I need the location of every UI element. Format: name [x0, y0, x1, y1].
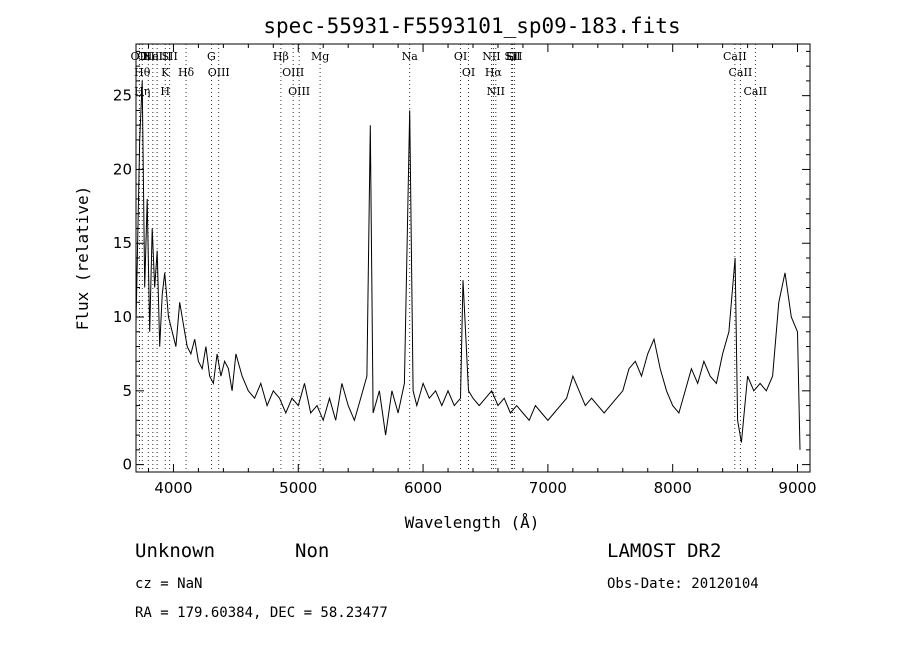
y-tick-label: 5 [122, 382, 132, 400]
axes: 4000 5000 6000 7000 8000 9000 0 5 10 15 20 25 [113, 43, 817, 497]
observation-date: Obs-Date: 20120104 [607, 576, 759, 592]
coordinates: RA = 179.60384, DEC = 58.23477 [135, 605, 388, 621]
line-marker-label: Na [402, 50, 419, 63]
line-marker-label: Li [506, 50, 517, 63]
x-tick-label: 7000 [529, 479, 567, 497]
line-marker-label: Hδ [178, 66, 195, 79]
line-marker-label: OIII [288, 85, 310, 98]
y-tick-label: 10 [113, 308, 132, 326]
x-tick-label: 8000 [654, 479, 692, 497]
line-marker-label: NeIII [143, 50, 172, 63]
spectrum-line [135, 80, 801, 450]
y-tick-label: 15 [113, 234, 132, 252]
line-marker-label: OIII [282, 66, 304, 79]
line-marker-label: CaII [723, 50, 747, 63]
y-tick-label: 25 [113, 87, 132, 105]
x-tick-label: 5000 [279, 479, 317, 497]
x-axis-label: Wavelength (Å) [405, 513, 540, 532]
plot-area [135, 80, 801, 450]
line-marker-label: CaII [729, 66, 753, 79]
line-marker-label: OII [131, 50, 149, 63]
line-marker-label: NII [487, 85, 505, 98]
line-marker-label: Hθ [134, 66, 151, 79]
line-marker-label: OI [454, 50, 467, 63]
line-marker-label: H [160, 85, 170, 98]
line-marker-label: SII [162, 50, 178, 63]
survey-name: LAMOST DR2 [607, 540, 722, 562]
line-marker-label: OI [462, 66, 475, 79]
plot-frame [135, 43, 811, 473]
line-marker-label: OIII [137, 50, 159, 63]
object-subclass: Non [295, 540, 330, 562]
line-marker-label: HeI [143, 50, 163, 63]
line-marker-label: K [161, 66, 170, 79]
y-tick-label: 0 [122, 456, 132, 474]
chart-title: spec-55931-F5593101_sp09-183.fits [263, 14, 680, 38]
line-marker-label: OIII [208, 66, 230, 79]
line-marker-label: Hα [485, 66, 503, 79]
line-marker-label: Mg [311, 50, 329, 63]
line-marker-label: SII [506, 50, 522, 63]
line-marker-label: NII [482, 50, 500, 63]
object-class: Unknown [135, 540, 216, 562]
redshift-value: cz = NaN [135, 576, 203, 592]
x-tick-label: 9000 [778, 479, 816, 497]
y-axis-label: Flux (relative) [73, 186, 92, 331]
x-tick-label: 4000 [154, 479, 192, 497]
y-tick-label: 20 [113, 160, 132, 178]
line-marker-label: SII [504, 50, 520, 63]
spectral-line-markers: OIIHθHηOIIIHeINeIIIKHSIIHδGOIIIHβOIIIOII… [131, 44, 767, 472]
line-marker-label: G [207, 50, 216, 63]
line-marker-label: CaII [743, 85, 767, 98]
x-tick-label: 6000 [404, 479, 442, 497]
line-marker-label: Hβ [273, 50, 289, 63]
